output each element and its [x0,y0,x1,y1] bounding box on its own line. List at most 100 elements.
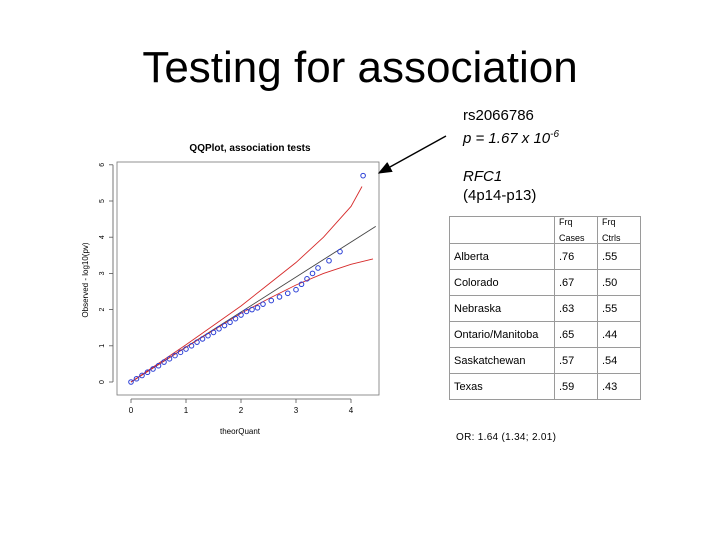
data-point [309,270,316,277]
table-header-cell: Frq Cases [554,216,598,244]
data-point [260,301,266,307]
data-point [205,332,211,339]
table-row: Nebraska .63.55 [449,295,641,322]
slide-title: Testing for association [142,43,578,92]
region-cell: Colorado [449,269,555,296]
snp-annotation: rs2066786 p = 1.67 x 10-6 [463,106,559,148]
data-point [254,304,261,311]
data-point [232,315,239,322]
data-point [128,379,134,385]
ctrls-frq-cell: .55 [597,295,641,322]
y-axis-label: Observed - log10(pv) [81,242,90,317]
plot-frame [116,161,380,396]
ctrls-frq-cell: .43 [597,373,641,400]
data-point [194,339,200,345]
gene-locus: (4p14-p13) [463,187,537,204]
x-tick-label: 2 [239,406,244,415]
y-tick-label: 1 [99,344,106,348]
data-point [284,290,291,297]
frequency-table: Frq Cases Frq Ctrls Alberta .76.55 Colorado .67… [449,216,641,400]
cases-frq-cell: .67 [554,269,598,296]
y-tick-label: 3 [99,271,106,275]
data-point [199,336,206,342]
region-cell: Texas [449,373,555,400]
data-point [360,172,366,179]
ci-upper-line [130,186,363,383]
p-value-base: p = 1.67 x 10 [463,130,551,147]
gene-annotation: RFC1 (4p14-p13) [463,167,536,205]
data-point [326,257,332,264]
data-point [276,294,283,300]
data-point [139,372,145,379]
data-point [133,375,140,382]
data-point [177,349,184,356]
data-point [144,369,151,376]
gene-name: RFC1 [463,168,503,185]
chart-title: QQPlot, association tests [189,143,311,154]
cases-frq-cell: .59 [554,373,598,400]
data-point [221,322,228,329]
header-bottom: Ctrls [602,233,621,243]
axes: 0 1 2 3 4 0 1 2 3 4 5 6 [99,163,354,415]
region-cell: Ontario/Manitoba [449,321,555,348]
data-point [150,366,156,372]
reference-lines [130,186,376,383]
x-tick-label: 0 [129,406,134,415]
cases-frq-cell: .63 [554,295,598,322]
region-cell: Saskatchewan [449,347,555,374]
table-row: Texas .59.43 [449,373,641,400]
data-point [172,352,178,359]
table-header-cell [449,216,555,244]
table-row: Ontario/Manitoba .65.44 [449,321,641,348]
data-point [216,325,222,332]
data-point [161,359,167,365]
y-tick-label: 6 [99,163,106,167]
cases-frq-cell: .76 [554,243,598,270]
data-point [268,297,275,304]
region-cell: Nebraska [449,295,555,322]
table-header-cell: Frq Ctrls [597,216,641,244]
data-point [155,362,162,369]
y-tick-label: 2 [99,308,106,312]
data-point [238,312,244,318]
ctrls-frq-cell: .55 [597,243,641,270]
data-point [298,281,305,288]
header-top: Frq [559,217,573,227]
region-cell: Alberta [449,243,555,270]
data-point [183,346,189,352]
data-point [243,308,250,315]
ci-lower-line [130,258,374,383]
y-tick-label: 4 [99,235,106,239]
cases-frq-cell: .65 [554,321,598,348]
data-point [315,265,321,271]
x-tick-label: 1 [184,406,189,415]
y-tick-label: 5 [99,199,106,203]
header-top: Frq [602,217,616,227]
data-point [188,343,195,349]
data-point [249,306,255,313]
table-row: Saskatchewan .57.54 [449,347,641,374]
ctrls-frq-cell: .44 [597,321,641,348]
data-point [293,286,299,293]
cases-frq-cell: .57 [554,347,598,374]
snp-id: rs2066786 [463,107,534,124]
table-row: Colorado .67.50 [449,269,641,296]
x-tick-label: 4 [349,406,354,415]
table-header-row: Frq Cases Frq Ctrls [449,216,641,244]
ctrls-frq-cell: .50 [597,269,641,296]
ctrls-frq-cell: .54 [597,347,641,374]
p-value: p = 1.67 x 10-6 [463,125,559,148]
data-point [210,329,217,336]
p-value-exponent: -6 [550,129,560,140]
data-point [337,248,343,255]
odds-ratio: OR: 1.64 (1.34; 2.01) [456,432,557,443]
header-bottom: Cases [559,233,585,243]
data-points [128,172,366,385]
data-point [166,356,173,362]
data-point [227,319,233,326]
table-row: Alberta .76.55 [449,243,641,270]
data-point [304,276,310,282]
annotation-arrow [377,135,447,174]
x-axis-label: theorQuant [220,427,261,436]
